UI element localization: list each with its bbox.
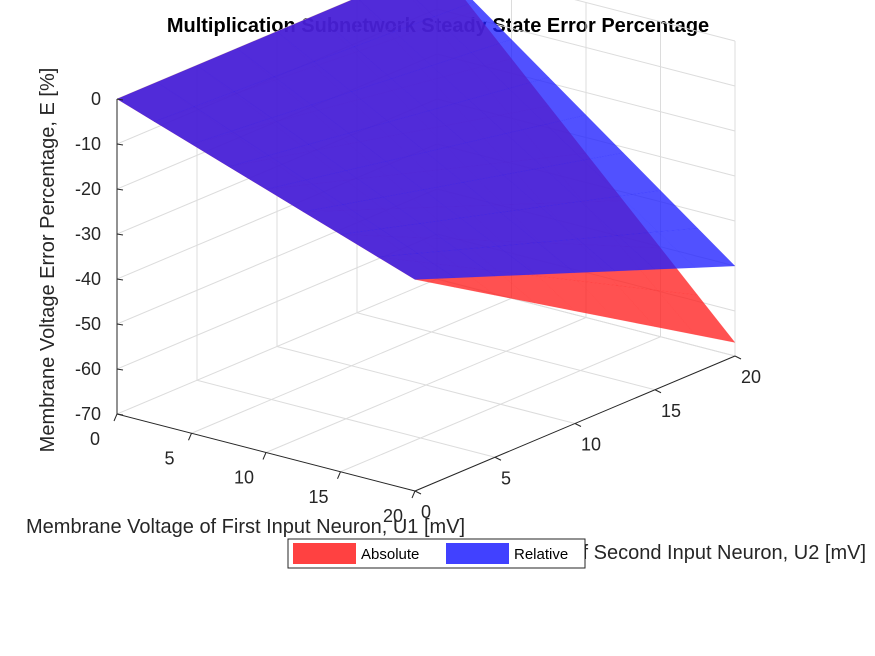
legend: Absolute Relative bbox=[287, 538, 586, 569]
z-tick-label: -30 bbox=[75, 224, 101, 244]
x-tick-mark bbox=[113, 413, 118, 422]
x-tick-mark bbox=[411, 490, 416, 499]
y-tick-label: 15 bbox=[661, 401, 681, 421]
x-tick-label: 0 bbox=[90, 429, 100, 449]
y-tick-mark bbox=[494, 456, 502, 461]
axis-ticks: 0 -10 -20 -30 -40 -50 -60 -70 0 5 10 15 20 0 5 10 15 20 bbox=[75, 89, 761, 526]
grid-line bbox=[276, 346, 576, 424]
x-tick-mark bbox=[262, 452, 267, 460]
z-tick-mark bbox=[116, 233, 124, 236]
z-tick-mark bbox=[116, 278, 124, 281]
y-tick-label: 10 bbox=[581, 435, 601, 455]
z-tick-mark bbox=[116, 368, 124, 371]
grid-line bbox=[356, 312, 656, 391]
x-tick-mark bbox=[337, 471, 341, 479]
legend-label-relative: Relative bbox=[514, 546, 568, 563]
x-axis-label: Membrane Voltage of First Input Neuron, … bbox=[26, 516, 465, 538]
grid-line bbox=[196, 379, 496, 458]
z-tick-mark bbox=[116, 143, 124, 146]
y-tick-mark bbox=[654, 389, 662, 394]
y-tick-mark bbox=[574, 423, 582, 427]
z-tick-mark bbox=[116, 413, 124, 416]
z-tick-label: -50 bbox=[75, 314, 101, 334]
z-tick-label: -20 bbox=[75, 179, 101, 199]
legend-swatch-relative bbox=[446, 543, 509, 564]
legend-swatch-absolute bbox=[293, 543, 356, 564]
z-tick-label: -10 bbox=[75, 134, 101, 154]
z-tick-mark bbox=[116, 98, 124, 101]
surface-patch-relative bbox=[657, 227, 736, 268]
y-tick-label: 20 bbox=[741, 367, 761, 387]
z-tick-mark bbox=[116, 188, 124, 191]
x-tick-label: 5 bbox=[164, 448, 174, 468]
y-tick-mark bbox=[734, 355, 742, 360]
x-tick-mark bbox=[188, 433, 192, 441]
x-tick-label: 10 bbox=[234, 468, 254, 488]
legend-label-absolute: Absolute bbox=[361, 546, 419, 563]
surface-plots bbox=[116, 0, 736, 343]
x-tick-label: 15 bbox=[308, 487, 328, 507]
y-tick-mark bbox=[414, 490, 422, 495]
z-tick-mark bbox=[116, 323, 124, 326]
z-axis-label: Membrane Voltage Error Percentage, E [%] bbox=[37, 68, 59, 453]
x-tick-label: 20 bbox=[383, 506, 403, 526]
z-tick-label: -60 bbox=[75, 359, 101, 379]
surface-patch-absolute bbox=[657, 290, 736, 343]
z-tick-label: -70 bbox=[75, 404, 101, 424]
z-tick-label: 0 bbox=[91, 89, 101, 109]
y-tick-label: 0 bbox=[421, 502, 431, 522]
y-tick-label: 5 bbox=[501, 468, 511, 488]
z-tick-label: -40 bbox=[75, 269, 101, 289]
